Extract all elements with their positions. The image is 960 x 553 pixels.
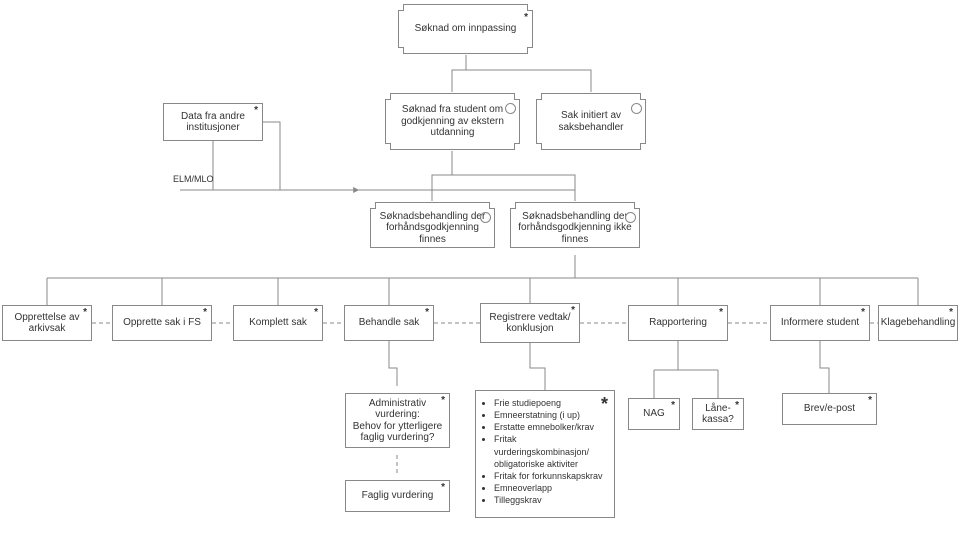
node-n_beh: Behandle sak *	[344, 305, 434, 341]
node-label: Opprette sak i FS	[123, 317, 201, 329]
node-label: Søknadsbehandling der forhåndsgodkjennin…	[375, 211, 490, 246]
star-icon: *	[441, 395, 445, 407]
node-n_top: Søknad om innpassing *	[398, 10, 533, 48]
node-n_lane: Låne-kassa?*	[692, 398, 744, 430]
star-icon: *	[83, 307, 87, 319]
node-n_rapp: Rapportering *	[628, 305, 728, 341]
node-label: Komplett sak	[249, 317, 307, 329]
list-item: Tilleggskrav	[494, 494, 608, 506]
node-n_faglig: Faglig vurdering *	[345, 480, 450, 512]
edge	[452, 55, 466, 92]
node-label: Rapportering	[649, 317, 707, 329]
node-n_admin: Administrativ vurdering: Behov for ytter…	[345, 393, 450, 448]
node-n_saksbeh: Sak initiert av saksbehandler	[536, 99, 646, 144]
circle-icon	[505, 103, 516, 114]
circle-icon	[625, 212, 636, 223]
star-icon: *	[719, 307, 723, 319]
circle-icon	[631, 103, 642, 114]
list-item: Emneerstatning (i up)	[494, 409, 608, 421]
star-icon: *	[949, 307, 953, 319]
edge	[820, 341, 829, 393]
edge	[452, 151, 575, 201]
star-icon: *	[868, 395, 872, 407]
node-label: Låne-kassa?	[697, 403, 739, 426]
node-n_finnes: Søknadsbehandling der forhåndsgodkjennin…	[370, 208, 495, 248]
node-label: Behandle sak	[359, 317, 420, 329]
node-label: Sak initiert av saksbehandler	[541, 110, 641, 133]
node-n_data: Data fra andre institusjoner*	[163, 103, 263, 141]
node-n_nag: NAG *	[628, 398, 680, 430]
star-icon: *	[524, 12, 528, 24]
list-item: Fritak vurderingskombinasjon/ obligatori…	[494, 433, 608, 469]
edge	[389, 341, 397, 386]
node-label: Data fra andre institusjoner	[168, 111, 258, 134]
node-label: Brev/e-post	[804, 403, 855, 415]
node-n_student: Søknad fra student om godkjenning av eks…	[385, 99, 520, 144]
edge	[466, 55, 591, 92]
node-label: Informere student	[781, 317, 859, 329]
node-n_arkiv: Opprettelse av arkivsak*	[2, 305, 92, 341]
edge	[530, 343, 545, 390]
node-list: Frie studiepoengEmneerstatning (i up)Ers…	[475, 390, 615, 518]
star-icon: *	[861, 307, 865, 319]
star-icon: *	[671, 400, 675, 412]
node-label: Søknadsbehandling der forhåndsgodkjennin…	[515, 211, 635, 246]
node-n_klage: Klagebehandling*	[878, 305, 958, 341]
star-icon: *	[314, 307, 318, 319]
node-n_inf: Informere student*	[770, 305, 870, 341]
list-item: Erstatte emnebolker/krav	[494, 421, 608, 433]
node-label: Registrere vedtak/ konklusjon	[485, 312, 575, 335]
edge	[432, 151, 452, 201]
star-icon: *	[203, 307, 207, 319]
label-elm-mlo: ELM/MLO	[173, 174, 214, 184]
node-n_ikke: Søknadsbehandling der forhåndsgodkjennin…	[510, 208, 640, 248]
node-label: Opprettelse av arkivsak	[7, 312, 87, 335]
circle-icon	[480, 212, 491, 223]
edge	[263, 122, 358, 190]
list-item: Emneoverlapp	[494, 482, 608, 494]
star-icon: *	[735, 400, 739, 412]
node-label: Administrativ vurdering: Behov for ytter…	[350, 398, 445, 444]
star-icon: *	[441, 482, 445, 494]
node-n_reg: Registrere vedtak/ konklusjon*	[480, 303, 580, 343]
node-n_komp: Komplett sak *	[233, 305, 323, 341]
node-label: Faglig vurdering	[362, 490, 434, 502]
list-item: Fritak for forkunnskapskrav	[494, 470, 608, 482]
node-n_fs: Opprette sak i FS*	[112, 305, 212, 341]
star-icon: *	[425, 307, 429, 319]
node-label: Søknad om innpassing	[415, 23, 517, 35]
star-icon: *	[254, 105, 258, 117]
node-label: Søknad fra student om godkjenning av eks…	[390, 104, 515, 139]
star-icon: *	[571, 305, 575, 317]
node-n_brev: Brev/e-post *	[782, 393, 877, 425]
list-item: Frie studiepoeng	[494, 397, 608, 409]
node-label: NAG	[643, 408, 665, 420]
star-icon: *	[601, 392, 608, 416]
node-label: Klagebehandling	[881, 317, 956, 329]
